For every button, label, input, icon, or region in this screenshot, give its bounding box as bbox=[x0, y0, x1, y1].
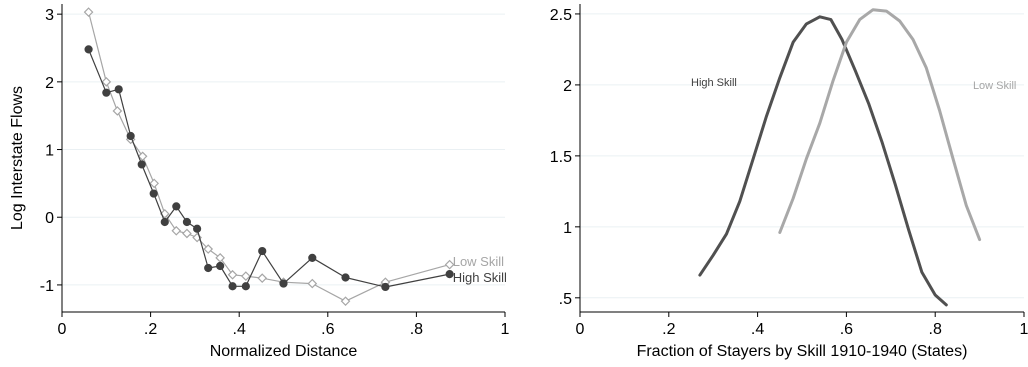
x-tick-label: .4 bbox=[751, 321, 764, 338]
data-point-high-skill bbox=[160, 217, 169, 227]
series-line-low-skill bbox=[778, 8, 982, 242]
data-point-high-skill bbox=[172, 202, 181, 211]
annotation-label-low-skill: Low Skill bbox=[453, 254, 504, 269]
data-point-low-skill bbox=[112, 106, 123, 116]
y-tick-label: -1 bbox=[40, 278, 54, 295]
data-point-low-skill bbox=[149, 178, 159, 189]
x-tick-label: .6 bbox=[840, 321, 853, 338]
data-point-high-skill bbox=[228, 282, 237, 291]
data-point-low-skill bbox=[203, 244, 214, 254]
data-point-low-skill bbox=[101, 76, 112, 87]
y-tick-label: 3 bbox=[45, 7, 54, 24]
data-point-high-skill bbox=[241, 282, 250, 291]
data-point-low-skill bbox=[257, 273, 268, 284]
y-tick-label: 1 bbox=[563, 220, 572, 237]
y-tick-label: 2 bbox=[45, 75, 54, 92]
x-axis-title: Fraction of Stayers by Skill 1910-1940 (… bbox=[637, 343, 968, 360]
data-point-low-skill bbox=[83, 7, 94, 17]
data-point-high-skill bbox=[114, 85, 123, 94]
x-tick-label: .2 bbox=[144, 321, 157, 338]
data-point-high-skill bbox=[182, 217, 192, 227]
data-point-low-skill bbox=[240, 271, 251, 281]
x-tick-label: 1 bbox=[1020, 321, 1028, 338]
annotation-label-high-skill: High Skill bbox=[691, 77, 737, 89]
data-point-high-skill bbox=[204, 263, 213, 273]
data-point-low-skill bbox=[182, 228, 192, 239]
data-point-high-skill bbox=[216, 261, 225, 271]
series-line-high-skill bbox=[87, 48, 451, 288]
y-tick-label: 2 bbox=[563, 78, 572, 95]
y-axis-title: Log Interstate Flows bbox=[9, 86, 26, 230]
x-tick-label: 0 bbox=[576, 321, 585, 338]
data-point-low-skill bbox=[340, 296, 351, 307]
data-point-low-skill bbox=[171, 225, 182, 236]
x-tick-label: .6 bbox=[321, 321, 334, 338]
y-tick-label: 2.5 bbox=[550, 7, 572, 24]
annotation-label-low-skill: Low Skill bbox=[973, 80, 1016, 92]
annotation-label-high-skill: High Skill bbox=[453, 270, 507, 285]
data-point-high-skill bbox=[193, 224, 202, 233]
x-tick-label: .8 bbox=[410, 321, 423, 338]
y-tick-label: 0 bbox=[45, 210, 54, 227]
data-point-high-skill bbox=[279, 279, 288, 288]
series-line-high-skill bbox=[698, 15, 948, 307]
x-tick-label: .2 bbox=[662, 321, 675, 338]
data-point-high-skill bbox=[258, 246, 267, 256]
data-point-low-skill bbox=[137, 151, 148, 162]
data-point-high-skill bbox=[137, 160, 146, 169]
data-point-low-skill bbox=[227, 269, 238, 280]
data-point-high-skill bbox=[126, 131, 135, 141]
data-point-low-skill bbox=[215, 252, 225, 263]
x-axis-title: Normalized Distance bbox=[210, 343, 358, 360]
data-point-high-skill bbox=[84, 45, 93, 54]
x-tick-label: 0 bbox=[58, 321, 67, 338]
data-point-high-skill bbox=[445, 269, 454, 279]
data-point-high-skill bbox=[102, 88, 111, 97]
y-tick-label: .5 bbox=[559, 291, 572, 308]
data-point-low-skill bbox=[444, 259, 455, 270]
data-point-high-skill bbox=[149, 189, 158, 198]
x-tick-label: .4 bbox=[233, 321, 246, 338]
x-tick-label: .8 bbox=[929, 321, 942, 338]
y-tick-label: 1.5 bbox=[550, 149, 572, 166]
data-point-high-skill bbox=[381, 282, 390, 292]
data-point-high-skill bbox=[341, 273, 350, 282]
data-point-high-skill bbox=[308, 253, 317, 262]
x-tick-label: 1 bbox=[501, 321, 510, 338]
data-point-low-skill bbox=[307, 278, 318, 289]
y-tick-label: 1 bbox=[45, 143, 54, 160]
